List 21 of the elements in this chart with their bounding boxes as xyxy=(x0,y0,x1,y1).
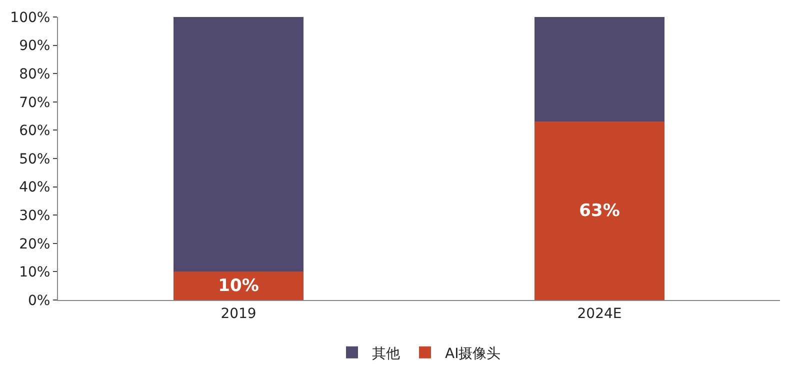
bar xyxy=(174,272,304,300)
bar xyxy=(174,17,304,272)
legend-label: AI摄像头 xyxy=(445,346,501,362)
bar xyxy=(534,17,664,122)
y-tick-label: 90% xyxy=(19,38,50,54)
y-tick-label: 50% xyxy=(19,151,50,168)
y-tick-label: 60% xyxy=(19,123,50,140)
y-tick-label: 10% xyxy=(19,264,50,281)
y-tick-label: 20% xyxy=(19,236,50,252)
x-tick-label: 2024E xyxy=(577,306,622,322)
y-tick-label: 100% xyxy=(10,10,50,26)
data-label: 63% xyxy=(579,200,620,221)
y-tick-label: 80% xyxy=(19,66,50,82)
bar xyxy=(534,122,664,300)
y-tick-label: 30% xyxy=(19,208,50,224)
y-tick-label: 0% xyxy=(28,292,50,309)
y-tick-label: 40% xyxy=(19,180,50,196)
data-label: 10% xyxy=(218,276,259,296)
y-tick-label: 70% xyxy=(19,94,50,111)
legend-label: 其他 xyxy=(372,346,400,362)
x-tick-label: 2019 xyxy=(220,306,256,322)
